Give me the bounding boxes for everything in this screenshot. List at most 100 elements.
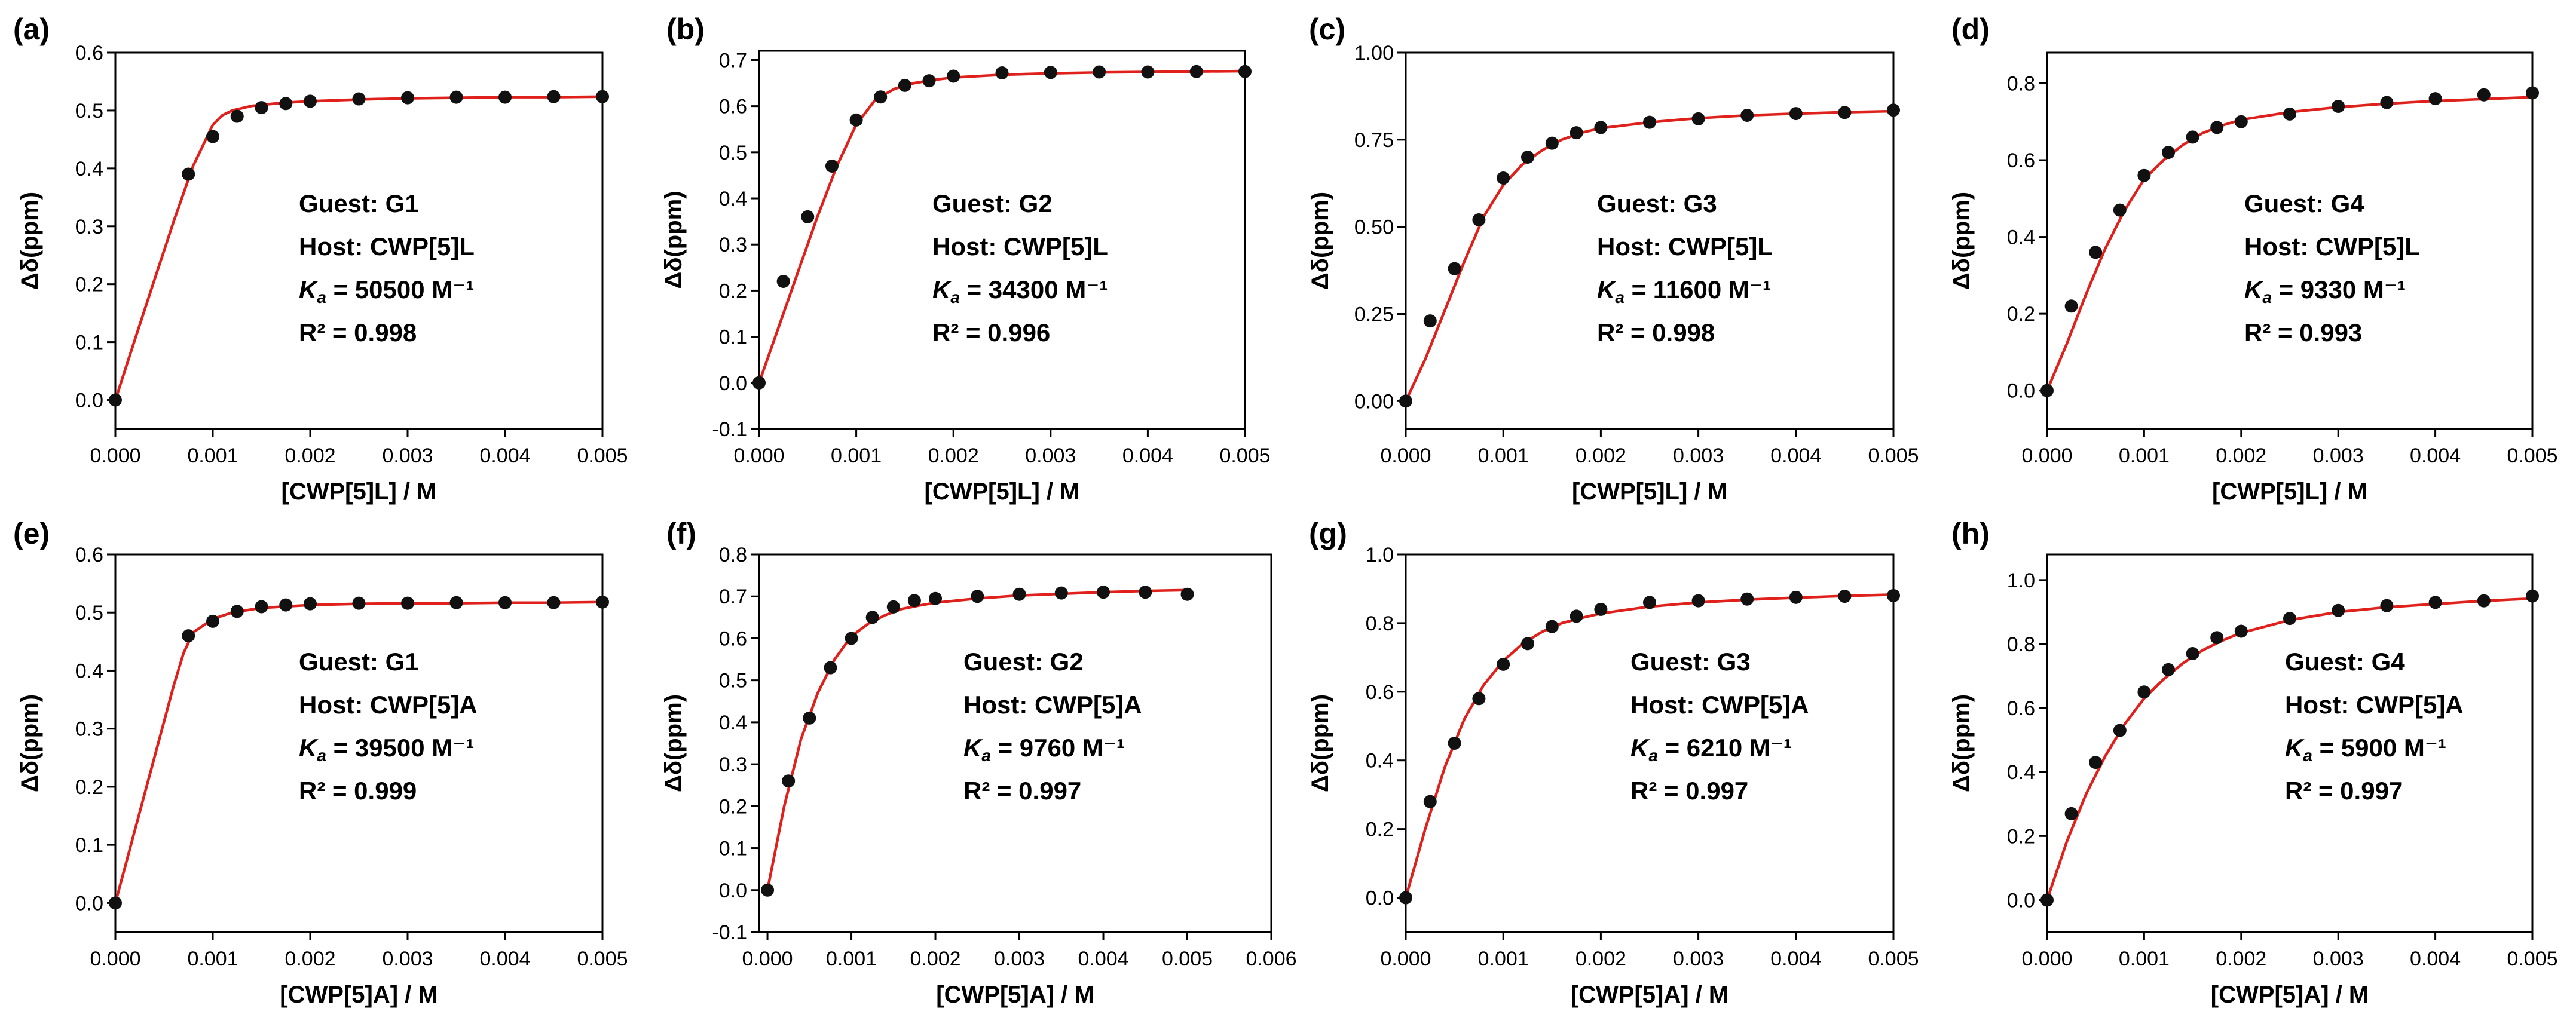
x-tick-label: 0.004 (1122, 445, 1173, 467)
fit-curve (114, 95, 603, 401)
data-point (1093, 65, 1106, 79)
annotation-r2: R² = 0.997 (963, 777, 1081, 805)
data-point (1497, 171, 1510, 185)
x-tick-label: 0.006 (1246, 948, 1296, 970)
data-point (1423, 314, 1437, 328)
x-tick-label: 0.000 (90, 948, 140, 970)
data-point (2089, 246, 2103, 259)
x-tick-label: 0.001 (1478, 948, 1529, 970)
data-point (1789, 590, 1803, 604)
data-point (2380, 96, 2394, 109)
y-tick-label: 0.75 (1354, 129, 1394, 152)
annotation-r2: R² = 0.997 (2285, 777, 2403, 805)
data-point (1472, 692, 1486, 706)
ka-value: = 11600 M⁻¹ (1624, 275, 1771, 304)
ka-value: = 9330 M⁻¹ (2272, 275, 2406, 304)
data-point (2089, 756, 2103, 770)
x-tick-label: 0.005 (577, 445, 628, 467)
x-tick-label: 0.003 (1673, 948, 1724, 970)
data-point (2210, 631, 2224, 645)
y-axis-title: Δδ(ppm) (1307, 694, 1333, 792)
y-tick-label: 0.5 (75, 100, 103, 122)
x-tick-label: 0.003 (994, 948, 1045, 970)
data-point (2113, 203, 2127, 217)
annotation-ka: Ka = 9330 M⁻¹ (2244, 275, 2406, 306)
plot-frame (114, 553, 604, 933)
data-point (2040, 893, 2054, 907)
y-tick-label: 0.1 (75, 834, 103, 857)
x-tick-label: 0.002 (1575, 948, 1626, 970)
plot-frame (1405, 51, 1895, 430)
data-point (2380, 599, 2394, 612)
data-point (824, 661, 837, 675)
data-point (2064, 299, 2078, 313)
chart-panel-6: (f) 0.000 0.001 0.002 0.003 0.004 0.005 0.006 -0… (660, 517, 1297, 1008)
x-tick-label: 0.000 (1380, 948, 1431, 970)
y-tick-label: 0.6 (2007, 149, 2035, 172)
x-tick-label: 0.002 (284, 948, 335, 970)
data-point (1740, 109, 1754, 122)
annotation-guest: Guest: G2 (963, 648, 1084, 676)
data-point (1887, 588, 1900, 602)
data-point (352, 596, 366, 610)
y-axis-title: Δδ(ppm) (660, 191, 687, 289)
x-tick-label: 0.001 (187, 948, 238, 970)
ka-subscript: a (317, 288, 326, 306)
x-tick-label: 0.005 (577, 948, 628, 970)
x-axis-title: [CWP[5]A] / M (936, 982, 1094, 1008)
data-point (2477, 594, 2491, 608)
annotation-r2: R² = 0.993 (2244, 318, 2362, 347)
x-tick-label: 0.003 (382, 445, 433, 467)
data-point (1238, 65, 1252, 78)
y-tick-label: 0.6 (719, 627, 747, 650)
annotation-ka: Ka = 50500 M⁻¹ (299, 275, 474, 306)
x-tick-label: 0.004 (2410, 948, 2461, 970)
data-point (803, 711, 816, 725)
x-tick-label: 0.004 (479, 948, 530, 970)
chart-panel-8: (h) 0.000 0.001 0.002 0.003 0.004 0.005 0.0 0.2 0… (1948, 517, 2558, 1008)
y-tick-label: 1.00 (1354, 42, 1394, 65)
plot-frame (2046, 51, 2534, 430)
y-tick-label: 0.0 (2007, 380, 2035, 403)
y-tick-label: 0.0 (719, 372, 747, 395)
y-tick-label: 0.6 (2007, 697, 2035, 720)
y-tick-label: 0.5 (719, 670, 747, 692)
y-tick-label: 0.0 (75, 390, 103, 412)
data-point (995, 66, 1009, 80)
y-tick-label: 0.2 (719, 280, 747, 302)
y-tick-label: 0.2 (1366, 819, 1394, 841)
panel-label: (d) (1951, 13, 1990, 46)
y-axis-title: Δδ(ppm) (660, 694, 687, 792)
data-point (498, 596, 512, 609)
fit-curve (2045, 96, 2533, 391)
data-point (1594, 121, 1608, 134)
data-point (1691, 594, 1705, 608)
data-point (2477, 88, 2491, 102)
data-point (845, 632, 858, 645)
y-tick-label: 0.7 (719, 49, 747, 72)
fit-curve (1404, 109, 1894, 402)
y-tick-label: 0.2 (2007, 303, 2035, 326)
data-point (352, 92, 366, 106)
y-tick-label: 0.8 (2007, 72, 2035, 95)
y-tick-label: 0.3 (719, 234, 747, 256)
data-point (2040, 384, 2054, 397)
ka-subscript: a (317, 746, 326, 765)
ka-value: = 50500 M⁻¹ (326, 275, 474, 304)
x-tick-label: 0.000 (2021, 445, 2072, 467)
y-tick-label: 0.1 (719, 326, 747, 349)
data-point (2234, 115, 2248, 128)
data-point (2428, 92, 2442, 106)
y-tick-label: 0.8 (2007, 633, 2035, 656)
plot-frame (758, 553, 1272, 933)
ka-subscript: a (950, 288, 960, 306)
data-point (547, 596, 561, 609)
data-point (401, 91, 414, 105)
ka-symbol: K (1597, 275, 1617, 304)
x-tick-label: 0.004 (1770, 445, 1821, 467)
y-axis-title: Δδ(ppm) (17, 192, 43, 290)
data-point (2428, 596, 2442, 609)
y-tick-label: 0.4 (719, 712, 747, 734)
data-point (2064, 807, 2078, 820)
y-tick-label: 0.0 (719, 879, 747, 902)
